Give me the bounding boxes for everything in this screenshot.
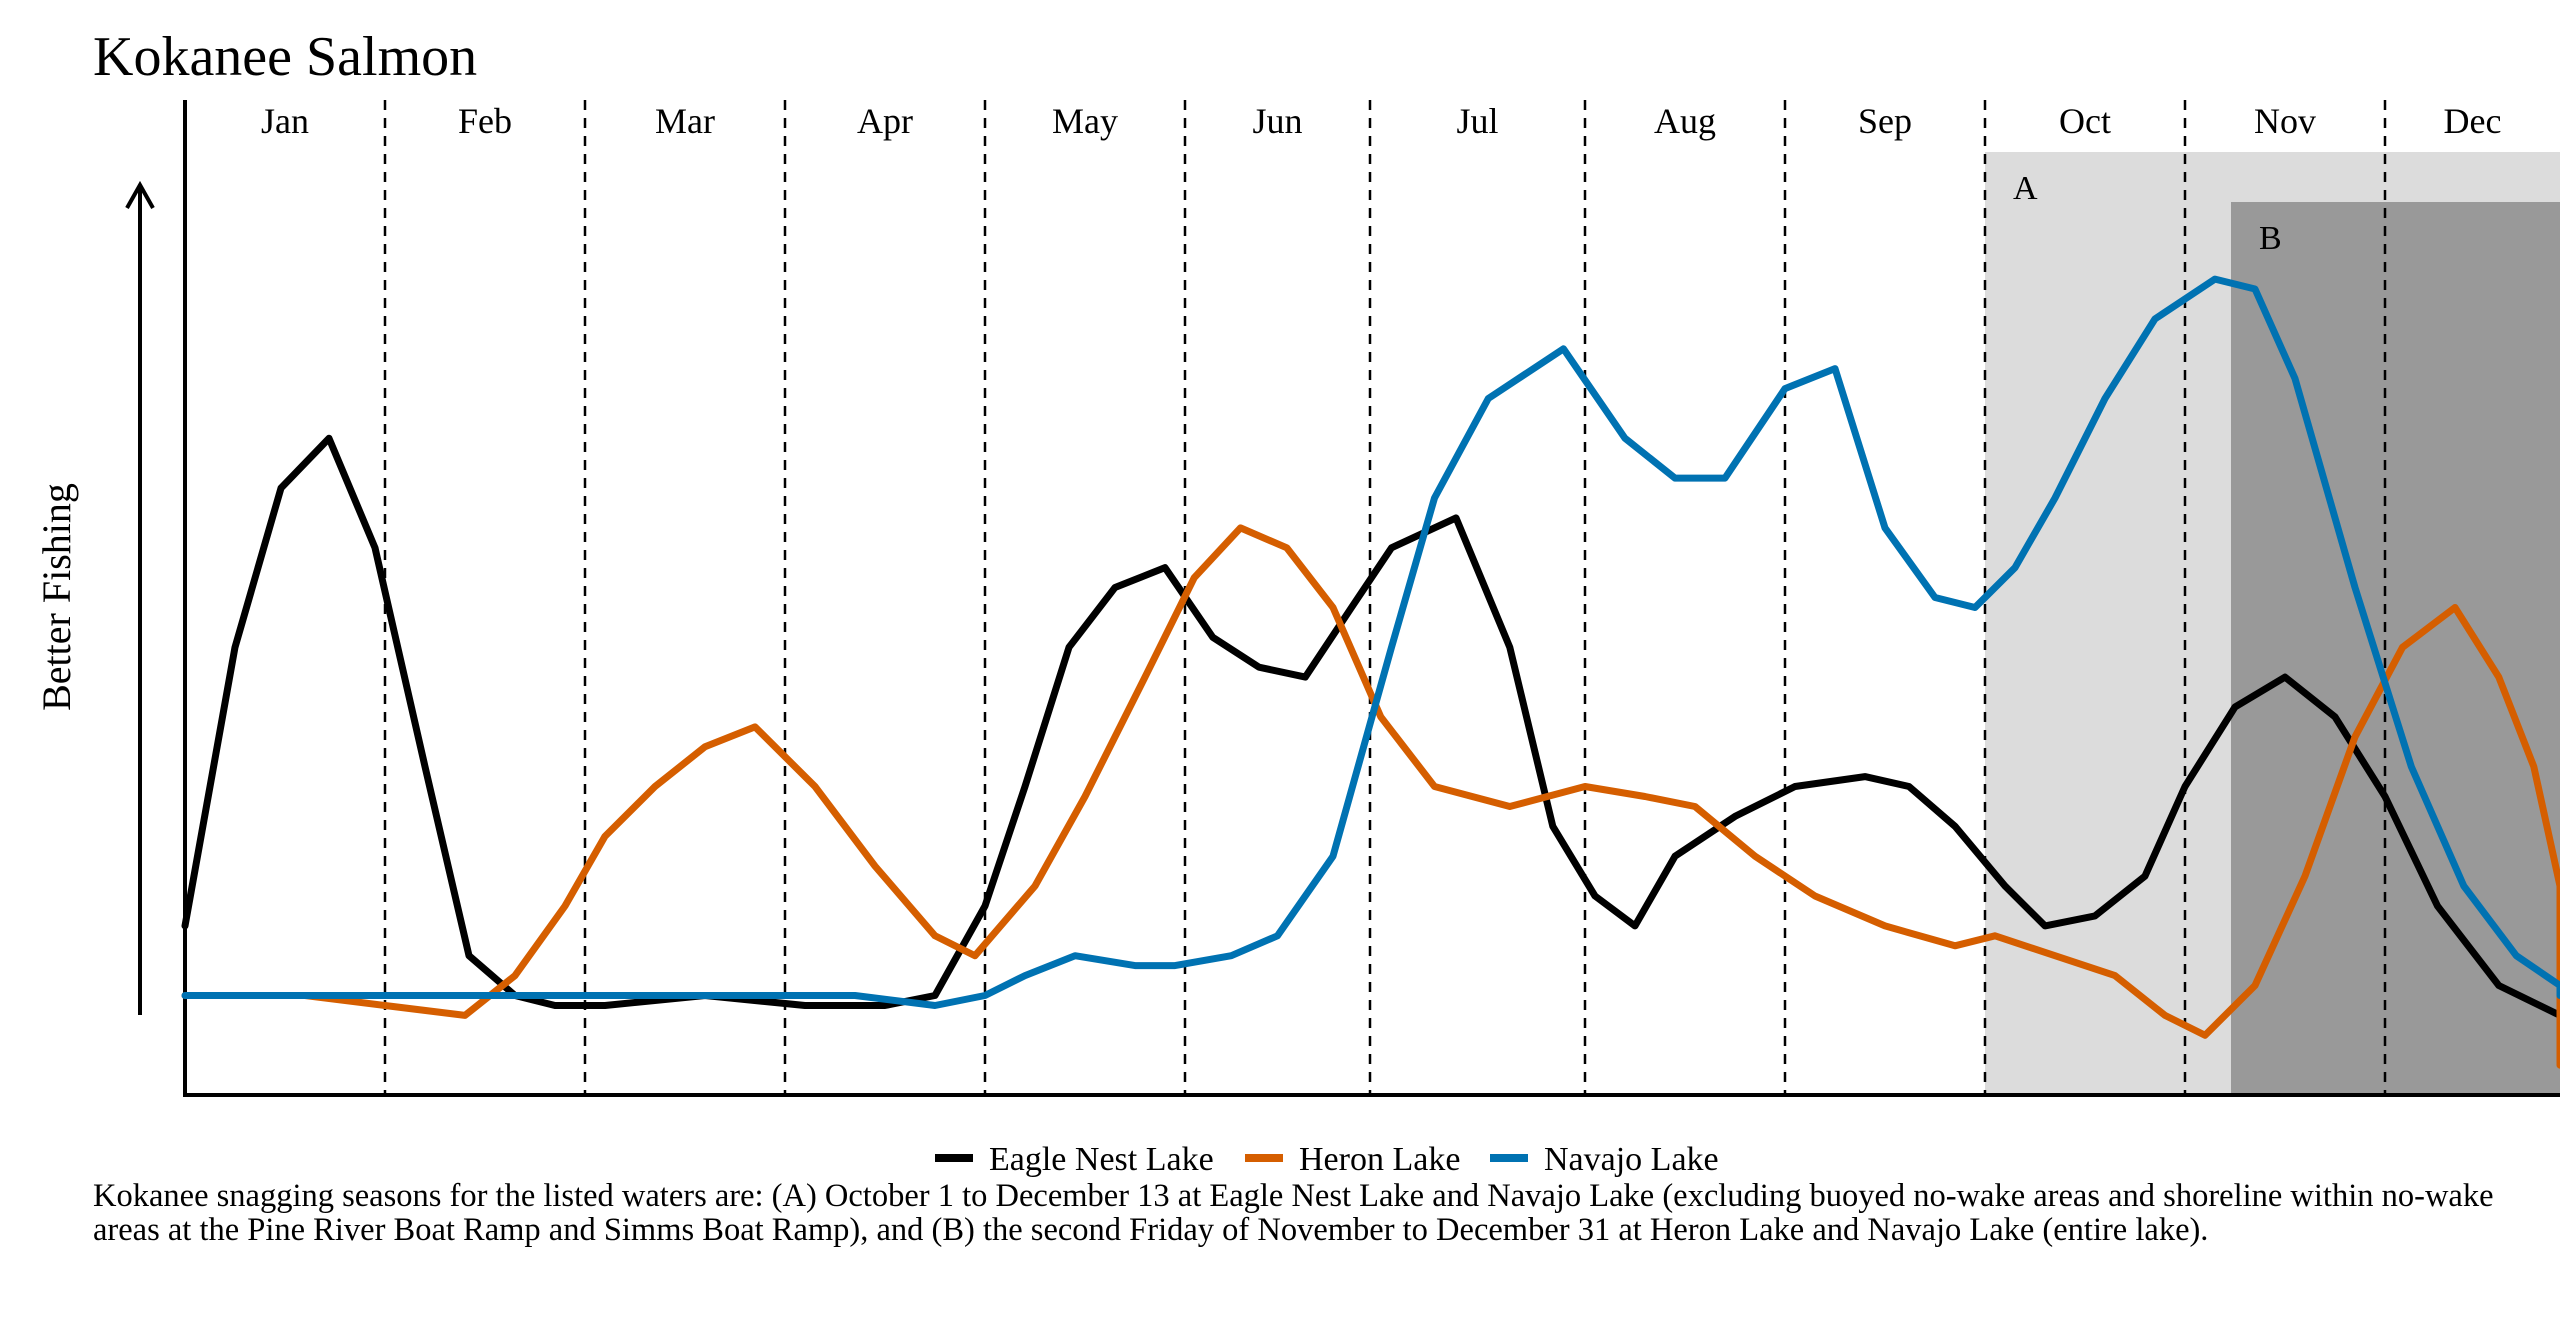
season-region-label: B [2259, 220, 2282, 257]
legend: Eagle Nest Lake Heron Lake Navajo Lake [935, 1141, 1719, 1178]
month-label: Oct [2059, 101, 2111, 141]
axes [183, 100, 2560, 1097]
month-label: Jul [1456, 101, 1498, 141]
series-lines [181, 275, 2560, 1069]
legend-label: Navajo Lake [1544, 1141, 1719, 1178]
month-labels: Jan Feb Mar Apr May Jun Jul Aug Sep Oct Nov Dec [261, 101, 2501, 141]
y-axis-label: Better Fishing [34, 483, 79, 711]
month-label: Jan [261, 101, 309, 141]
caption: Kokanee snagging seasons for the listed … [93, 1178, 2494, 1248]
month-label: Sep [1858, 101, 1912, 141]
legend-label: Heron Lake [1299, 1141, 1460, 1178]
series-line-heron-lake [181, 524, 2560, 1069]
season-region-b [2231, 202, 2560, 1095]
month-label: Jun [1252, 101, 1302, 141]
month-label: Feb [458, 101, 512, 141]
month-label: May [1052, 101, 1118, 141]
up-arrow-icon [125, 180, 155, 1015]
legend-label: Eagle Nest Lake [989, 1141, 1214, 1178]
month-label: Aug [1654, 101, 1716, 141]
month-label: Mar [655, 101, 715, 141]
series-line-eagle-nest-lake [181, 434, 2560, 1019]
month-dividers [383, 100, 2387, 1095]
month-label: Dec [2444, 101, 2502, 141]
season-region-label: A [2013, 170, 2038, 207]
chart-title: Kokanee Salmon [93, 26, 477, 88]
month-label: Nov [2254, 101, 2316, 141]
series-line-navajo-lake [181, 275, 2560, 1009]
month-label: Apr [857, 101, 913, 141]
